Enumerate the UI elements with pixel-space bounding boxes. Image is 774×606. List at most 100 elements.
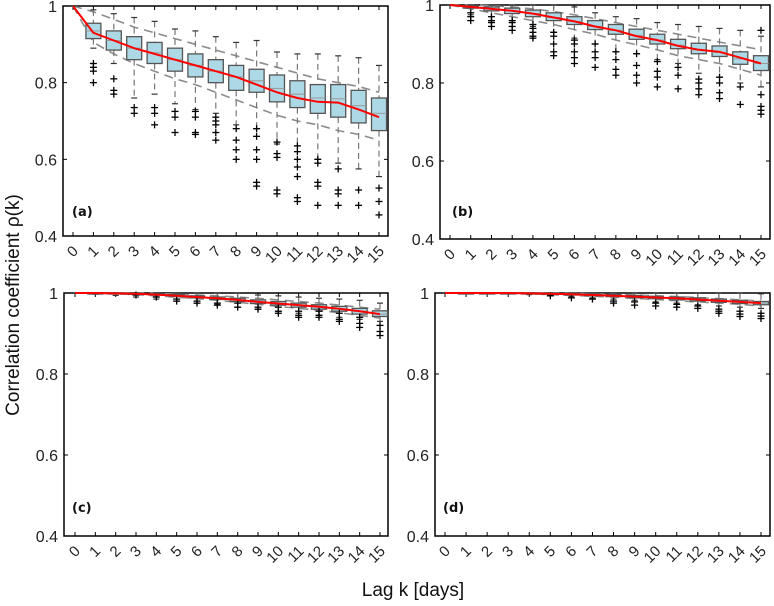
outlier-marker [355, 186, 363, 194]
outlier-marker [570, 48, 578, 56]
outlier-marker [550, 40, 558, 48]
box-11 [669, 23, 687, 93]
box-14 [731, 292, 749, 320]
outlier-marker [591, 54, 599, 62]
x-tick-label: 9 [248, 243, 266, 261]
outlier-marker [253, 182, 261, 190]
outlier-marker [335, 317, 343, 325]
outlier-marker [487, 22, 495, 30]
plot-frame [434, 292, 771, 537]
x-tick-label: 4 [520, 543, 538, 561]
box-2 [105, 13, 122, 98]
outlier-marker [110, 90, 118, 98]
outlier-marker [253, 155, 261, 163]
x-tick-label: 2 [482, 246, 500, 264]
outlier-marker [633, 61, 641, 69]
box-6 [566, 6, 583, 67]
box-7 [586, 12, 604, 71]
x-tick-label: 6 [186, 243, 204, 261]
outlier-marker [273, 190, 281, 198]
x-tick-label: 3 [125, 243, 143, 261]
outlier-marker [757, 91, 765, 99]
mean-line [449, 4, 762, 65]
x-tick-label: 0 [64, 243, 82, 261]
plot-frame [439, 4, 771, 240]
outlier-marker [171, 113, 179, 121]
box-9 [626, 292, 643, 309]
box-5 [166, 28, 184, 136]
y-tick-label: 0.8 [412, 76, 434, 93]
y-tick-label: 0.4 [407, 529, 429, 546]
mean-line [445, 292, 762, 305]
outlier-marker [232, 155, 240, 163]
outlier-marker [467, 17, 475, 25]
box-4 [146, 20, 163, 129]
x-tick-label: 8 [607, 246, 625, 264]
box-iqr [309, 83, 326, 114]
x-tick-label: 7 [207, 243, 225, 261]
outlier-marker [89, 79, 97, 87]
y-tick-label: 1 [49, 286, 58, 303]
outlier-marker [212, 136, 220, 144]
outlier-marker [695, 91, 703, 99]
outlier-marker [529, 34, 537, 42]
outlier-marker [612, 71, 620, 79]
x-tick-label: 1 [462, 246, 480, 264]
box-15 [752, 26, 770, 118]
outlier-marker [652, 302, 660, 310]
y-tick-label: 0.4 [35, 229, 57, 246]
box-7 [207, 36, 224, 144]
outlier-marker [293, 148, 301, 156]
x-tick-label: 4 [146, 243, 164, 261]
outlier-marker [695, 79, 703, 87]
outlier-marker [674, 85, 682, 93]
outlier-marker [591, 40, 599, 48]
outlier-marker [293, 163, 301, 171]
x-tick-label: 15 [364, 243, 388, 267]
outlier-marker [757, 110, 765, 118]
x-tick-label: 2 [105, 243, 123, 261]
y-tick-label: 0.4 [36, 529, 58, 546]
y-tick-label: 1 [425, 0, 434, 15]
y-tick-label: 0.8 [36, 367, 58, 384]
outlier-marker [653, 83, 661, 91]
outlier-marker [232, 136, 240, 144]
outlier-marker [212, 121, 220, 129]
x-tick-label: 15 [746, 246, 770, 270]
x-tick-label: 10 [263, 543, 287, 567]
outlier-marker [673, 303, 681, 311]
outlier-marker [334, 201, 342, 209]
plot-frame [62, 5, 389, 237]
x-tick-label: 6 [565, 246, 583, 264]
outlier-marker [273, 153, 281, 161]
envelope-lower-line [72, 5, 380, 141]
outlier-marker [550, 32, 558, 40]
outlier-marker [757, 26, 765, 34]
box-1 [85, 9, 102, 87]
panels: 0.40.60.810 1 2 3 4 5 6 7 8 9101112131415(a)0.40.… [35, 0, 771, 567]
y-tick-label: 0.6 [35, 152, 57, 169]
outlier-marker [232, 125, 240, 133]
outlier-marker [355, 201, 363, 209]
box-iqr [330, 83, 347, 118]
outlier-marker [736, 312, 744, 320]
y-tick-label: 0.8 [407, 367, 429, 384]
outlier-marker [273, 138, 281, 146]
y-tick-label: 0.6 [407, 448, 429, 465]
x-tick-label: 5 [541, 543, 559, 561]
x-tick-label: 9 [626, 543, 644, 561]
outlier-marker [234, 303, 242, 311]
outlier-marker [694, 304, 702, 312]
outlier-marker [716, 89, 724, 97]
mean-line [75, 292, 381, 316]
x-tick-label: 10 [641, 543, 665, 567]
outlier-marker [315, 313, 323, 321]
outlier-marker [612, 48, 620, 56]
outlier-marker [356, 323, 364, 331]
x-tick-label: 15 [365, 543, 389, 567]
x-tick-label: 2 [107, 543, 125, 561]
envelope-upper-line [72, 5, 380, 94]
